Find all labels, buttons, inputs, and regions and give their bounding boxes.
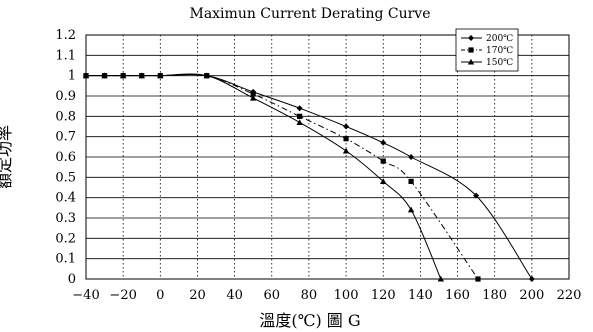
data-point <box>297 113 303 119</box>
x-tick-label: 120 <box>371 288 396 303</box>
data-point <box>437 275 445 282</box>
data-point <box>101 72 108 79</box>
series-group <box>82 72 535 282</box>
legend-box <box>455 28 519 72</box>
x-axis-label: 溫度(℃) 圖 G <box>259 311 360 330</box>
data-point <box>408 154 415 160</box>
data-point <box>249 94 257 101</box>
series-line <box>86 73 479 280</box>
y-tick-label: 0.3 <box>55 211 76 226</box>
data-point <box>380 178 387 184</box>
x-tick-label: 80 <box>301 288 318 303</box>
x-tick-label: 200 <box>519 288 544 303</box>
data-point <box>296 105 303 112</box>
data-point <box>475 276 481 282</box>
y-tick-label: 0.4 <box>55 191 76 206</box>
series-line <box>86 73 442 280</box>
data-point <box>119 72 127 79</box>
data-point <box>343 136 349 142</box>
legend-marker <box>467 58 475 65</box>
y-tick-label: 0.6 <box>55 150 76 165</box>
x-tick-label: 160 <box>445 288 470 303</box>
x-tick-label: 100 <box>334 288 359 303</box>
y-tick-label: 1.2 <box>55 28 76 43</box>
plot-frame <box>85 34 570 280</box>
data-point <box>138 72 145 79</box>
data-point <box>342 147 350 154</box>
x-tick-label: 0 <box>156 288 164 303</box>
data-point <box>82 72 90 79</box>
data-point <box>343 123 350 130</box>
data-point <box>157 72 164 79</box>
data-point <box>407 206 415 213</box>
series-2 <box>82 72 445 282</box>
data-point <box>408 178 414 184</box>
y-axis-label: 額定功率 <box>0 125 14 189</box>
data-point <box>380 158 386 164</box>
y-tick-label: 1.1 <box>55 48 76 63</box>
data-point <box>296 119 303 125</box>
y-tick-label: 0.5 <box>55 170 76 185</box>
y-tick-label: 0.7 <box>55 130 76 145</box>
x-tick-label: 40 <box>226 288 243 303</box>
data-point <box>250 91 256 97</box>
legend-label: 150℃ <box>486 58 513 68</box>
y-tick-label: 0.2 <box>55 231 76 246</box>
y-tick-label: 0 <box>68 272 76 287</box>
x-tick-label: 60 <box>263 288 280 303</box>
x-tick-label: 140 <box>408 288 433 303</box>
data-point <box>473 192 480 199</box>
data-point <box>380 139 387 146</box>
x-tick-label: 180 <box>482 288 507 303</box>
legend-marker <box>468 35 474 41</box>
data-point <box>528 276 535 282</box>
x-tick-label: −20 <box>109 288 136 303</box>
y-tick-label: 0.9 <box>55 89 76 104</box>
legend-marker <box>468 47 474 53</box>
chart-title: Maximun Current Derating Curve <box>189 6 430 22</box>
legend-label: 170℃ <box>486 46 513 56</box>
tick-labels: −40 −20 0 20 40 60 80 100 120 140 160 180 200 220 0 0.1… <box>55 28 581 303</box>
x-tick-label: 220 <box>557 288 582 303</box>
x-tick-label: −40 <box>72 288 99 303</box>
y-tick-label: 1 <box>68 69 76 84</box>
data-point <box>203 72 210 79</box>
legend-label: 200℃ <box>486 34 513 44</box>
legend: 200℃ 170℃ 150℃ <box>455 28 519 72</box>
y-tick-label: 0.8 <box>55 109 76 124</box>
y-tick-label: 0.1 <box>55 252 76 267</box>
x-tick-label: 20 <box>189 288 206 303</box>
grid <box>86 35 569 279</box>
